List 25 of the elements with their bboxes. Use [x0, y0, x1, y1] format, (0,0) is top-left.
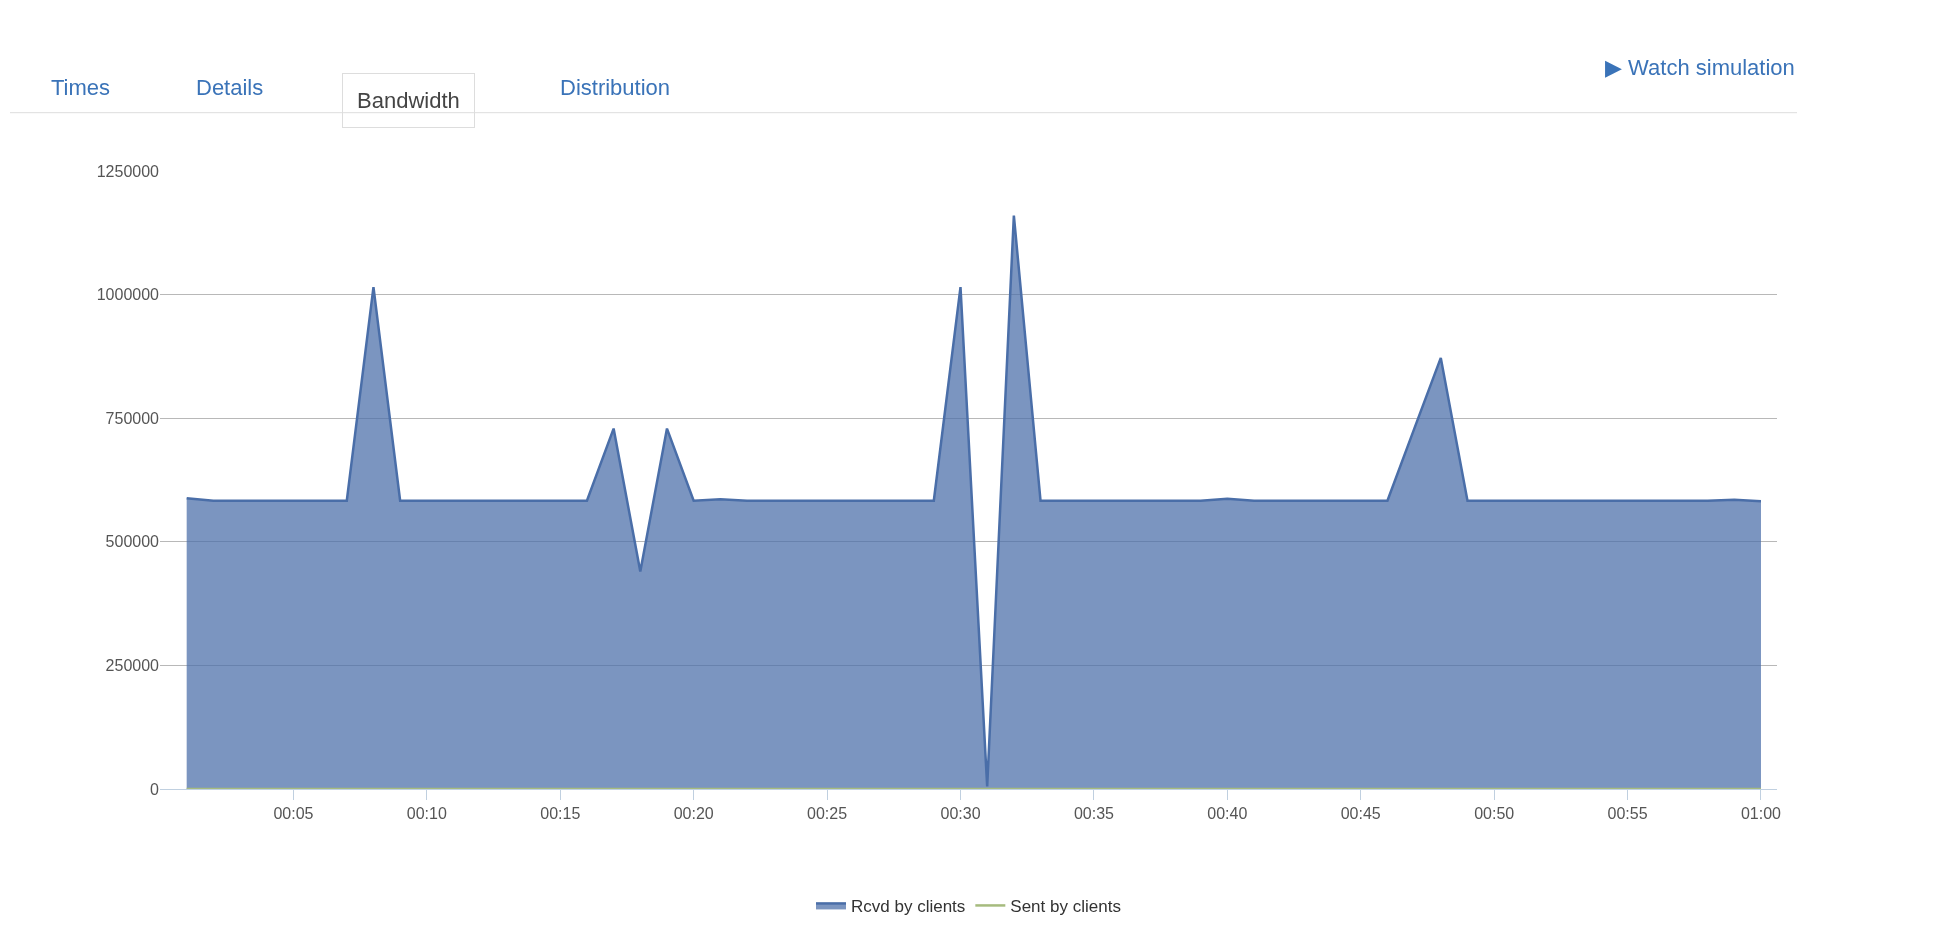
legend-label: Sent by clients	[1010, 897, 1121, 917]
legend-label: Rcvd by clients	[851, 897, 966, 917]
text: Distribution	[560, 75, 671, 100]
text: Details	[196, 75, 264, 100]
x-tick-label: 00:55	[1607, 805, 1648, 823]
y-tick-label: 0	[150, 780, 160, 798]
x-tick-label: 00:10	[406, 805, 447, 823]
y-tick-label: 500000	[105, 533, 160, 551]
x-tick-label: 00:50	[1474, 805, 1515, 823]
y-tick-label: 1250000	[96, 162, 160, 180]
x-tick-label: 00:45	[1340, 805, 1381, 823]
y-tick-label: 750000	[105, 409, 160, 427]
y-tick-label: 1000000	[96, 286, 160, 304]
x-tick-label: 00:05	[273, 805, 314, 823]
x-tick-label: 00:35	[1073, 805, 1115, 823]
x-tick-label: 00:20	[673, 805, 714, 823]
text: Times	[51, 75, 111, 100]
x-tick-label: 00:15	[540, 805, 581, 823]
x-tick-label: 00:25	[807, 805, 848, 823]
text: Bandwidth	[357, 88, 460, 113]
text: ▶ Watch simulation	[1605, 55, 1795, 80]
x-tick-label: 01:00	[1740, 805, 1782, 823]
x-tick-label: 00:40	[1207, 805, 1248, 823]
x-tick-label: 00:30	[940, 805, 981, 823]
y-tick-label: 250000	[105, 657, 160, 674]
